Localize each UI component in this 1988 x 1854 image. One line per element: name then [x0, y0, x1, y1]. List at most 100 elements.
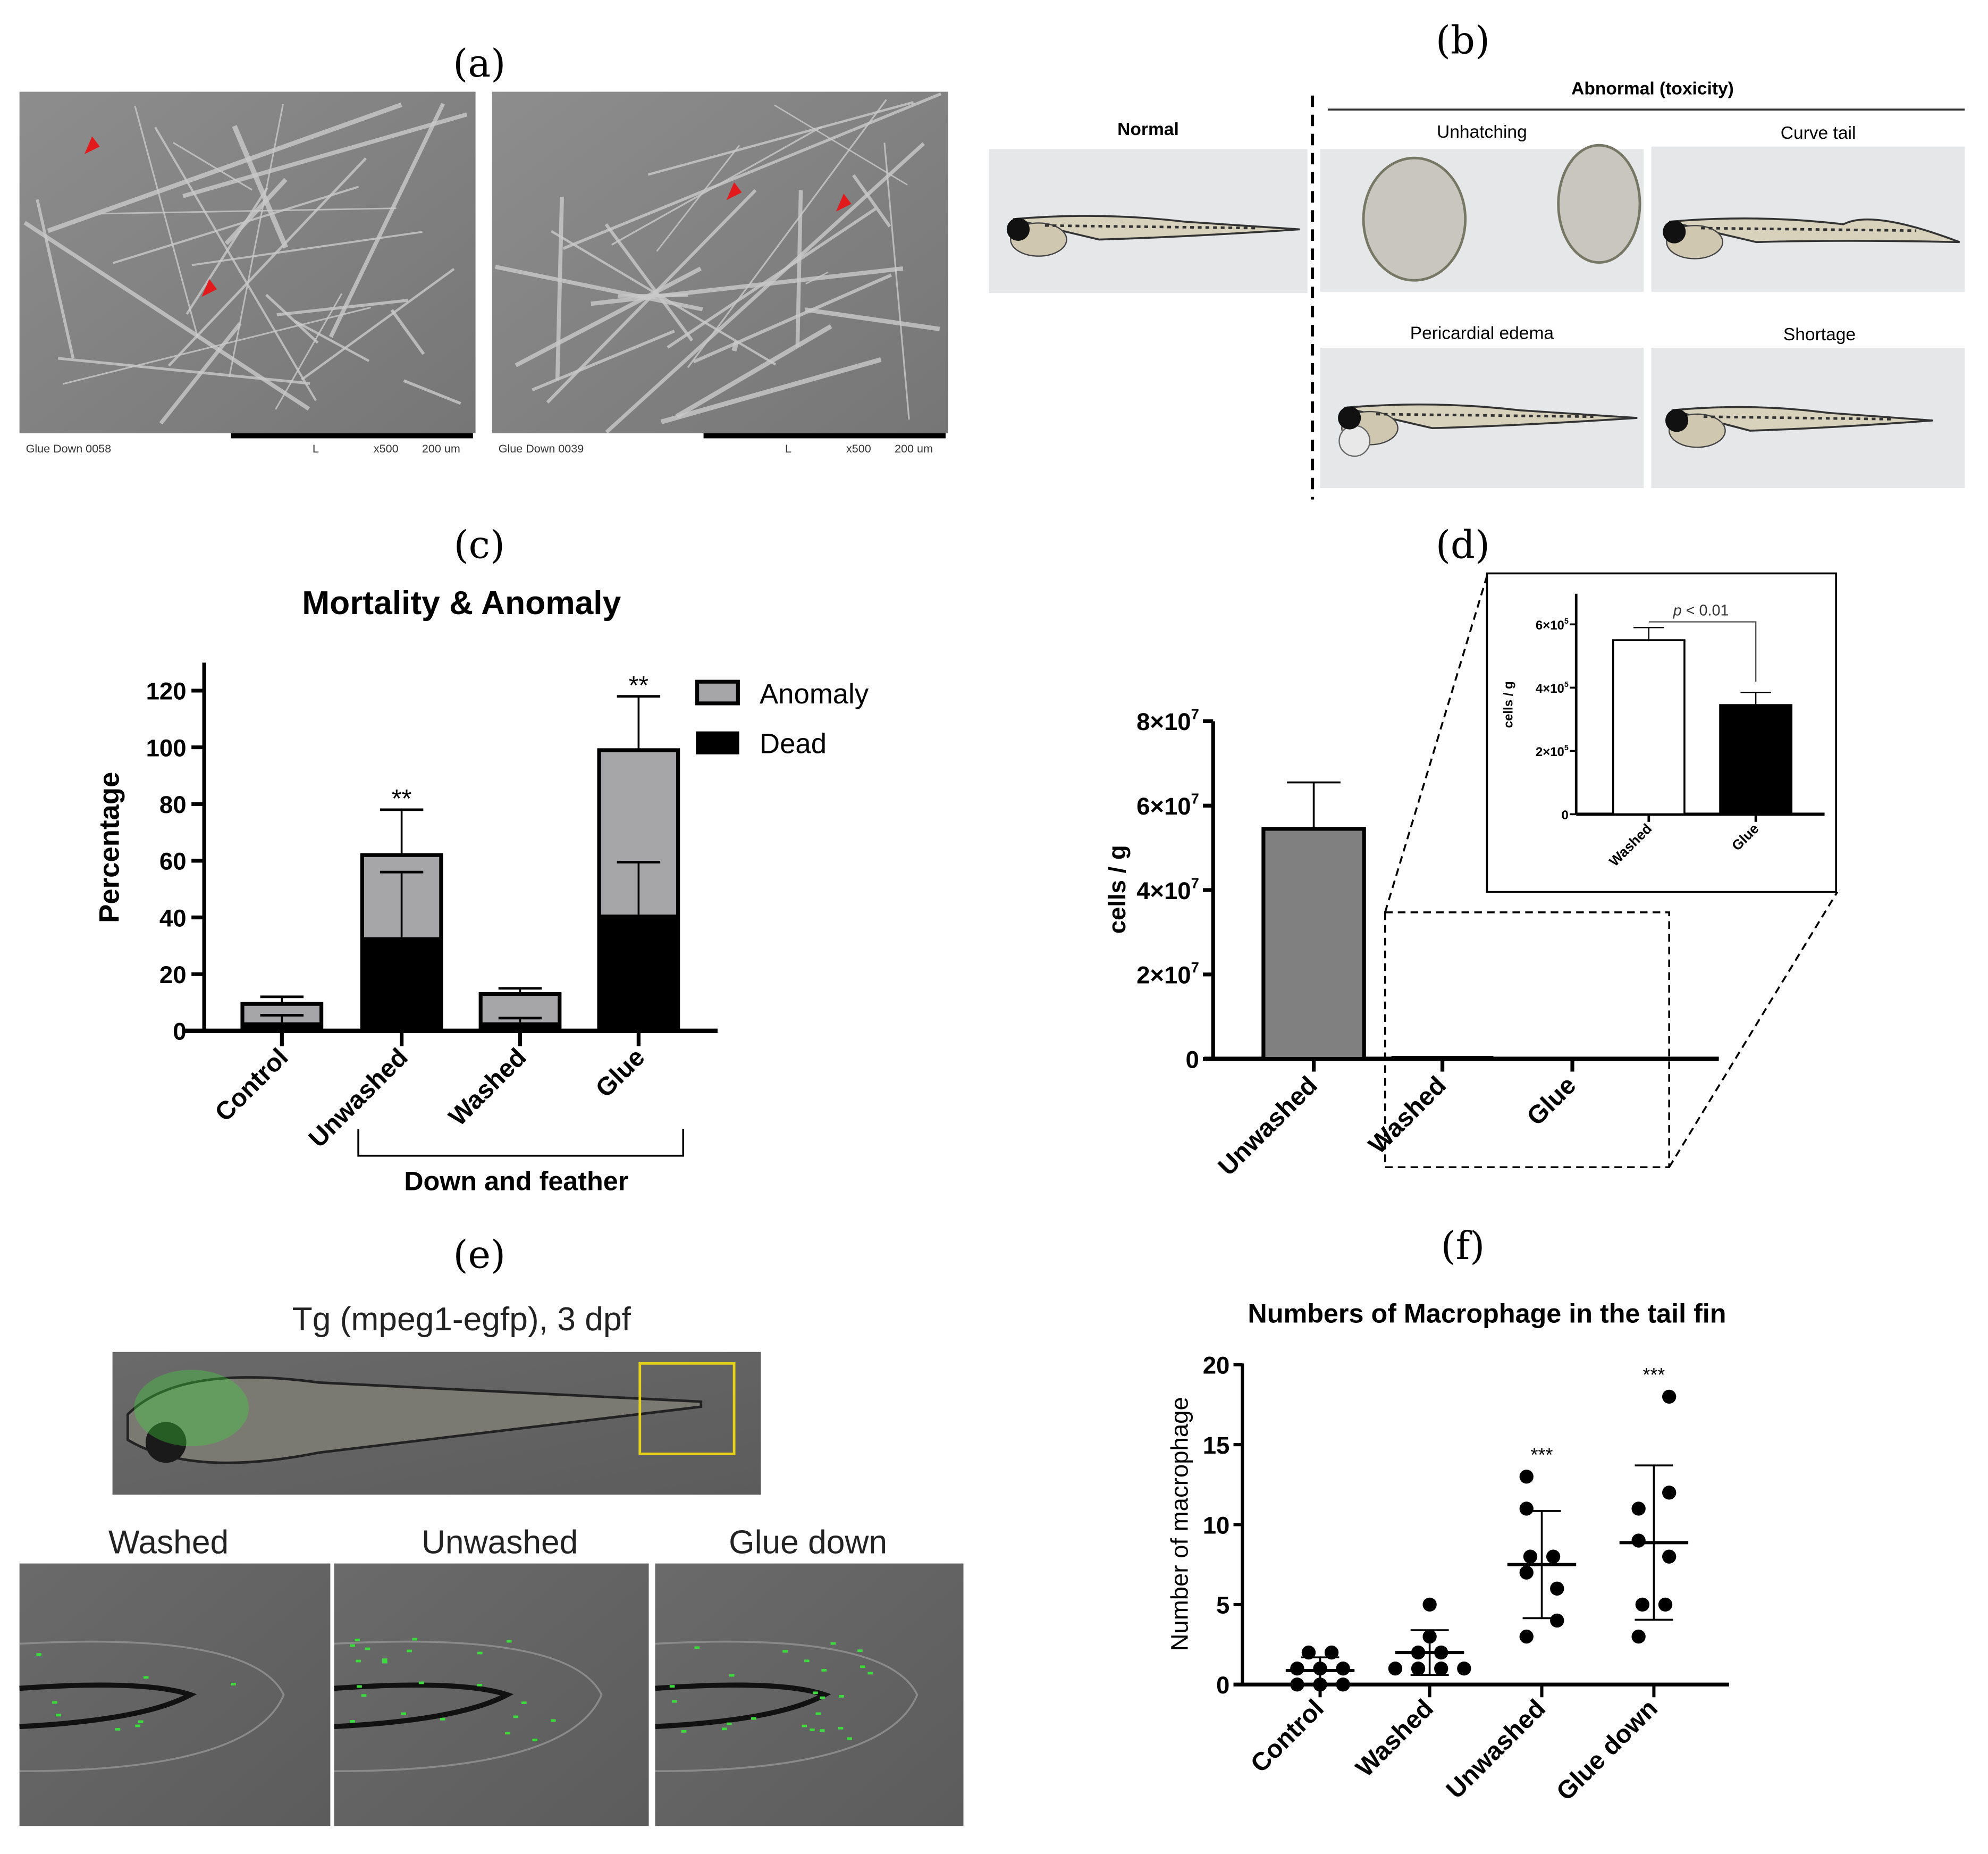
zoom-connector [1668, 891, 1839, 1168]
data-point [1290, 1661, 1304, 1676]
fiber [100, 207, 397, 215]
y-tick-label: 100 [146, 734, 187, 761]
sem-magnification: x500 [374, 442, 399, 455]
legend-anomaly-swatch [695, 679, 740, 706]
y-tick-label: 10 [1203, 1512, 1230, 1539]
tail-fin-image [334, 1563, 649, 1826]
fiber [275, 293, 343, 410]
macrophage-signal [477, 1683, 483, 1687]
sem-caption: Glue Down 0039 [499, 442, 584, 455]
fiber [186, 187, 268, 315]
chart-f-ylabel: Number of macrophage [1166, 1397, 1193, 1651]
inset-y-tick-label: 0 [1562, 808, 1569, 823]
macrophage-signal [357, 1685, 362, 1688]
larva-shortage [1665, 406, 1933, 448]
larva-pericardial-edema [1338, 403, 1638, 457]
fiber [167, 157, 367, 367]
fin-outline [334, 1640, 603, 1773]
macrophage-signal [52, 1701, 57, 1704]
fiber [62, 306, 371, 385]
macrophage-signal [815, 1712, 821, 1715]
data-point [1324, 1645, 1339, 1660]
fiber [611, 125, 822, 246]
data-point [1546, 1549, 1561, 1564]
fiber [328, 103, 445, 338]
edema-sac [1338, 425, 1371, 457]
panel-d: (d) cells / g 0 2×107 4×107 6×107 8×107 Unwas… [1103, 523, 1839, 1181]
larva-eye [145, 1422, 187, 1463]
macrophage-signal [115, 1728, 121, 1731]
fiber [276, 299, 408, 316]
y-tick-label: 6×107 [1136, 791, 1199, 820]
macrophage-signal [729, 1674, 735, 1677]
chart-f-plot: 0 5 10 15 20 Control Washed Unwashed *** Glue dow… [1203, 1352, 1729, 1806]
fiber [667, 207, 877, 349]
fiber [134, 106, 199, 338]
panel-c: (c) Mortality & Anomaly Percentage 0 20 40… [94, 523, 869, 1196]
macrophage-signal [135, 1724, 140, 1727]
macrophage-signal [819, 1729, 825, 1732]
y-tick-label: 2×107 [1136, 959, 1199, 988]
x-tick-label: Control [210, 1043, 294, 1127]
label-glue-down: Glue down [729, 1524, 887, 1561]
macrophage-signal [838, 1726, 844, 1730]
data-point [1519, 1501, 1534, 1516]
bar-dead [599, 915, 678, 1031]
macrophage-signal [671, 1700, 677, 1703]
macrophage-signal [813, 1691, 818, 1694]
unhatched-egg [1362, 156, 1467, 282]
macrophage-signal [857, 1649, 863, 1652]
data-point [1550, 1613, 1564, 1628]
fiber [294, 320, 370, 362]
fiber [191, 231, 423, 266]
fiber [36, 199, 75, 359]
macrophage-signal [361, 1694, 367, 1697]
notochord-pigment [655, 1682, 831, 1730]
scale-bar [703, 433, 946, 439]
panel-f: (f) Numbers of Macrophage in the tail fi… [1166, 1223, 1729, 1806]
larva-eye [1338, 406, 1361, 430]
x-tick-label: Unwashed [1213, 1071, 1323, 1181]
larva-eye [1006, 217, 1030, 241]
y-tick-label: 80 [159, 791, 187, 818]
macrophage-signal [847, 1737, 852, 1740]
macrophage-signal [505, 1732, 510, 1735]
pigment [1376, 413, 1594, 418]
inset-p-value: p < 0.01 [1673, 602, 1729, 619]
chart-d-ylabel: cells / g [1103, 845, 1131, 934]
macrophage-signal [56, 1714, 61, 1717]
fiber [154, 127, 317, 401]
data-point [1635, 1597, 1650, 1612]
significance-marker: *** [1642, 1364, 1665, 1386]
fiber [47, 102, 402, 233]
data-point [1658, 1597, 1673, 1612]
inset-y-tick-label: 6×105 [1536, 617, 1569, 633]
x-tick-label: Washed [1363, 1071, 1452, 1160]
bar [1261, 827, 1366, 1061]
data-point [1336, 1661, 1350, 1676]
macrophage-signal [681, 1730, 687, 1733]
y-tick-label: 4×107 [1136, 875, 1199, 904]
tail-fin-image [655, 1563, 964, 1826]
y-tick-label: 20 [1203, 1352, 1230, 1379]
fiber [228, 104, 284, 377]
fiber [390, 309, 425, 355]
data-point [1519, 1470, 1534, 1484]
inset-y-tick-label: 2×105 [1536, 744, 1569, 759]
fiber [112, 186, 359, 264]
data-point [1523, 1549, 1538, 1564]
chart-c-ylabel: Percentage [94, 772, 125, 923]
notochord-pigment [19, 1682, 197, 1730]
fiber [774, 104, 908, 186]
label-curve-tail: Curve tail [1781, 123, 1856, 143]
macrophage-signal [36, 1653, 41, 1656]
bar-dead [481, 1022, 560, 1031]
macrophage-signal [669, 1685, 675, 1688]
normal-heading: Normal [1117, 120, 1179, 139]
macrophage-signal [231, 1683, 236, 1686]
macrophage-signal [839, 1695, 844, 1698]
fiber [852, 174, 891, 228]
scale-bar [231, 433, 473, 439]
data-point [1631, 1501, 1646, 1516]
